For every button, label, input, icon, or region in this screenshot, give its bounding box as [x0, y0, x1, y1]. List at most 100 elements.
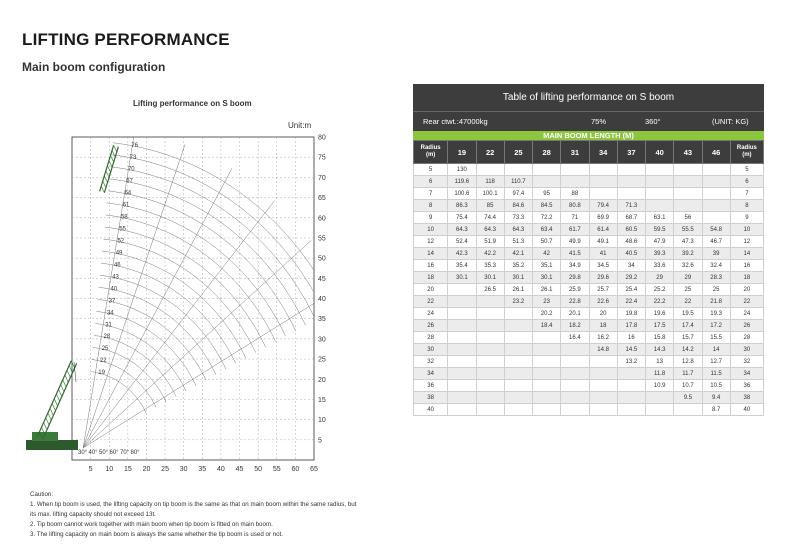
boom-length-arc [94, 335, 177, 397]
capacity-cell [588, 379, 618, 392]
main-boom [39, 431, 44, 440]
capacity-cell: 30.1 [503, 271, 534, 284]
table-row: 30 14.8 14.5 14.3 14.2 14 30 [412, 343, 765, 356]
main-boom [53, 398, 58, 407]
capacity-cell: 97.4 [503, 187, 534, 200]
hoist-rope [73, 361, 77, 383]
radius-cell: 10 [729, 223, 765, 236]
boom-length-arc [99, 274, 227, 370]
capacity-cell: 20.1 [560, 307, 590, 320]
y-tick-label: 45 [318, 276, 326, 283]
x-tick-label: 65 [310, 466, 318, 473]
boom-length-arc [98, 287, 217, 375]
y-tick-label: 15 [318, 397, 326, 404]
capacity-cell: 26.1 [531, 283, 562, 296]
capacity-cell: 42.1 [503, 247, 534, 260]
capacity-cell [616, 175, 647, 188]
capacity-cell [560, 175, 590, 188]
capacity-cell: 34 [616, 259, 647, 272]
capacity-cell: 11.5 [701, 367, 731, 380]
table-row: 8 86.3 85 84.6 84.5 80.8 79.4 71.3 8 [412, 199, 765, 212]
boom-length-header: 28 [531, 140, 562, 164]
capacity-cell: 12.8 [673, 355, 703, 368]
working-range-diagram: 5 10 15 20 25 30 35 40 45 50 55 60 65 5 10 15 20 25 30 35 40… [26, 135, 326, 473]
tip-boom [107, 165, 111, 173]
capacity-cell: 15.8 [644, 331, 675, 344]
capacity-cell: 49.1 [588, 235, 618, 248]
main-boom [47, 412, 52, 421]
table-row: 22 23.2 23 22.8 22.6 22.4 22.2 22 21.8 22 [412, 295, 765, 308]
radius-header-left: Radius (m) [412, 140, 449, 164]
capacity-cell [447, 319, 477, 332]
tip-boom [105, 170, 110, 178]
x-tick-label: 35 [198, 466, 206, 473]
capacity-cell: 16 [616, 331, 647, 344]
capacity-cell [475, 163, 505, 176]
capacity-cell: 22.2 [644, 295, 675, 308]
boom-length-label: 70 [128, 167, 135, 173]
table-row: 24 20.2 20.1 20 19.8 19.6 19.5 19.3 24 [412, 307, 765, 320]
page-subtitle: Main boom configuration [22, 60, 166, 74]
table-row: 5 130 5 [412, 163, 765, 176]
capacity-cell: 13 [644, 355, 675, 368]
capacity-cell: 71.3 [616, 199, 647, 212]
radius-cell: 36 [412, 379, 449, 392]
table-row: 38 9.5 9.4 38 [412, 391, 765, 404]
capacity-cell: 64.3 [447, 223, 477, 236]
capacity-cell: 23.2 [503, 295, 534, 308]
capacity-cell: 51.3 [503, 235, 534, 248]
boom-angle-label: 40° [89, 450, 99, 456]
capacity-cell: 19.5 [673, 307, 703, 320]
capacity-cell: 34.9 [560, 259, 590, 272]
capacity-cell: 17.5 [644, 319, 675, 332]
capacity-cell [503, 307, 534, 320]
capacity-cell: 17.8 [616, 319, 647, 332]
capacity-cell: 29 [644, 271, 675, 284]
capacity-cell: 9.5 [673, 391, 703, 404]
y-tick-label: 75 [318, 155, 326, 162]
boom-angle-label: 60° [110, 450, 120, 456]
capacity-cell: 11.8 [644, 367, 675, 380]
table-row: 6 119.6 118 110.7 6 [412, 175, 765, 188]
capacity-cell: 25.4 [616, 283, 647, 296]
boom-length-label: 52 [117, 239, 124, 245]
boom-length-header: 19 [447, 140, 477, 164]
capacity-cell: 23 [531, 295, 562, 308]
capacity-cell [616, 367, 647, 380]
capacity-cell [673, 163, 703, 176]
radius-cell: 12 [412, 235, 449, 248]
radius-cell: 6 [412, 175, 449, 188]
capacity-cell: 22.4 [616, 295, 647, 308]
capacity-cell [616, 391, 647, 404]
boom-angle-label: 30° [78, 450, 88, 456]
y-tick-label: 80 [318, 135, 326, 142]
boom-length-header: 43 [673, 140, 703, 164]
capacity-cell: 15.5 [701, 331, 731, 344]
capacity-cell [531, 331, 562, 344]
capacity-cell: 25.9 [560, 283, 590, 296]
y-tick-label: 10 [318, 417, 326, 424]
boom-length-header: 22 [475, 140, 505, 164]
capacity-cell [560, 391, 590, 404]
boom-length-label: 37 [109, 298, 116, 304]
radius-cell: 28 [729, 331, 765, 344]
capacity-cell: 72.2 [531, 211, 562, 224]
table-header-row: Radius (m) 19 22 25 28 31 34 37 40 43 46 Radius (m) [412, 140, 765, 164]
radius-cell: 9 [729, 211, 765, 224]
boom-length-arc [109, 178, 306, 326]
radius-cell: 34 [729, 367, 765, 380]
capacity-cell [503, 163, 534, 176]
boom-length-header: 37 [616, 140, 647, 164]
capacity-cell [616, 379, 647, 392]
radius-cell: 26 [729, 319, 765, 332]
capacity-cell: 14.5 [616, 343, 647, 356]
capacity-cell [531, 163, 562, 176]
capacity-cell [503, 355, 534, 368]
boom-length-arc [91, 359, 157, 408]
capacity-cell [560, 367, 590, 380]
capacity-cell [673, 199, 703, 212]
boom-length-label: 73 [130, 155, 137, 161]
capacity-cell [616, 163, 647, 176]
capacity-cell: 18.2 [560, 319, 590, 332]
radius-cell: 6 [729, 175, 765, 188]
